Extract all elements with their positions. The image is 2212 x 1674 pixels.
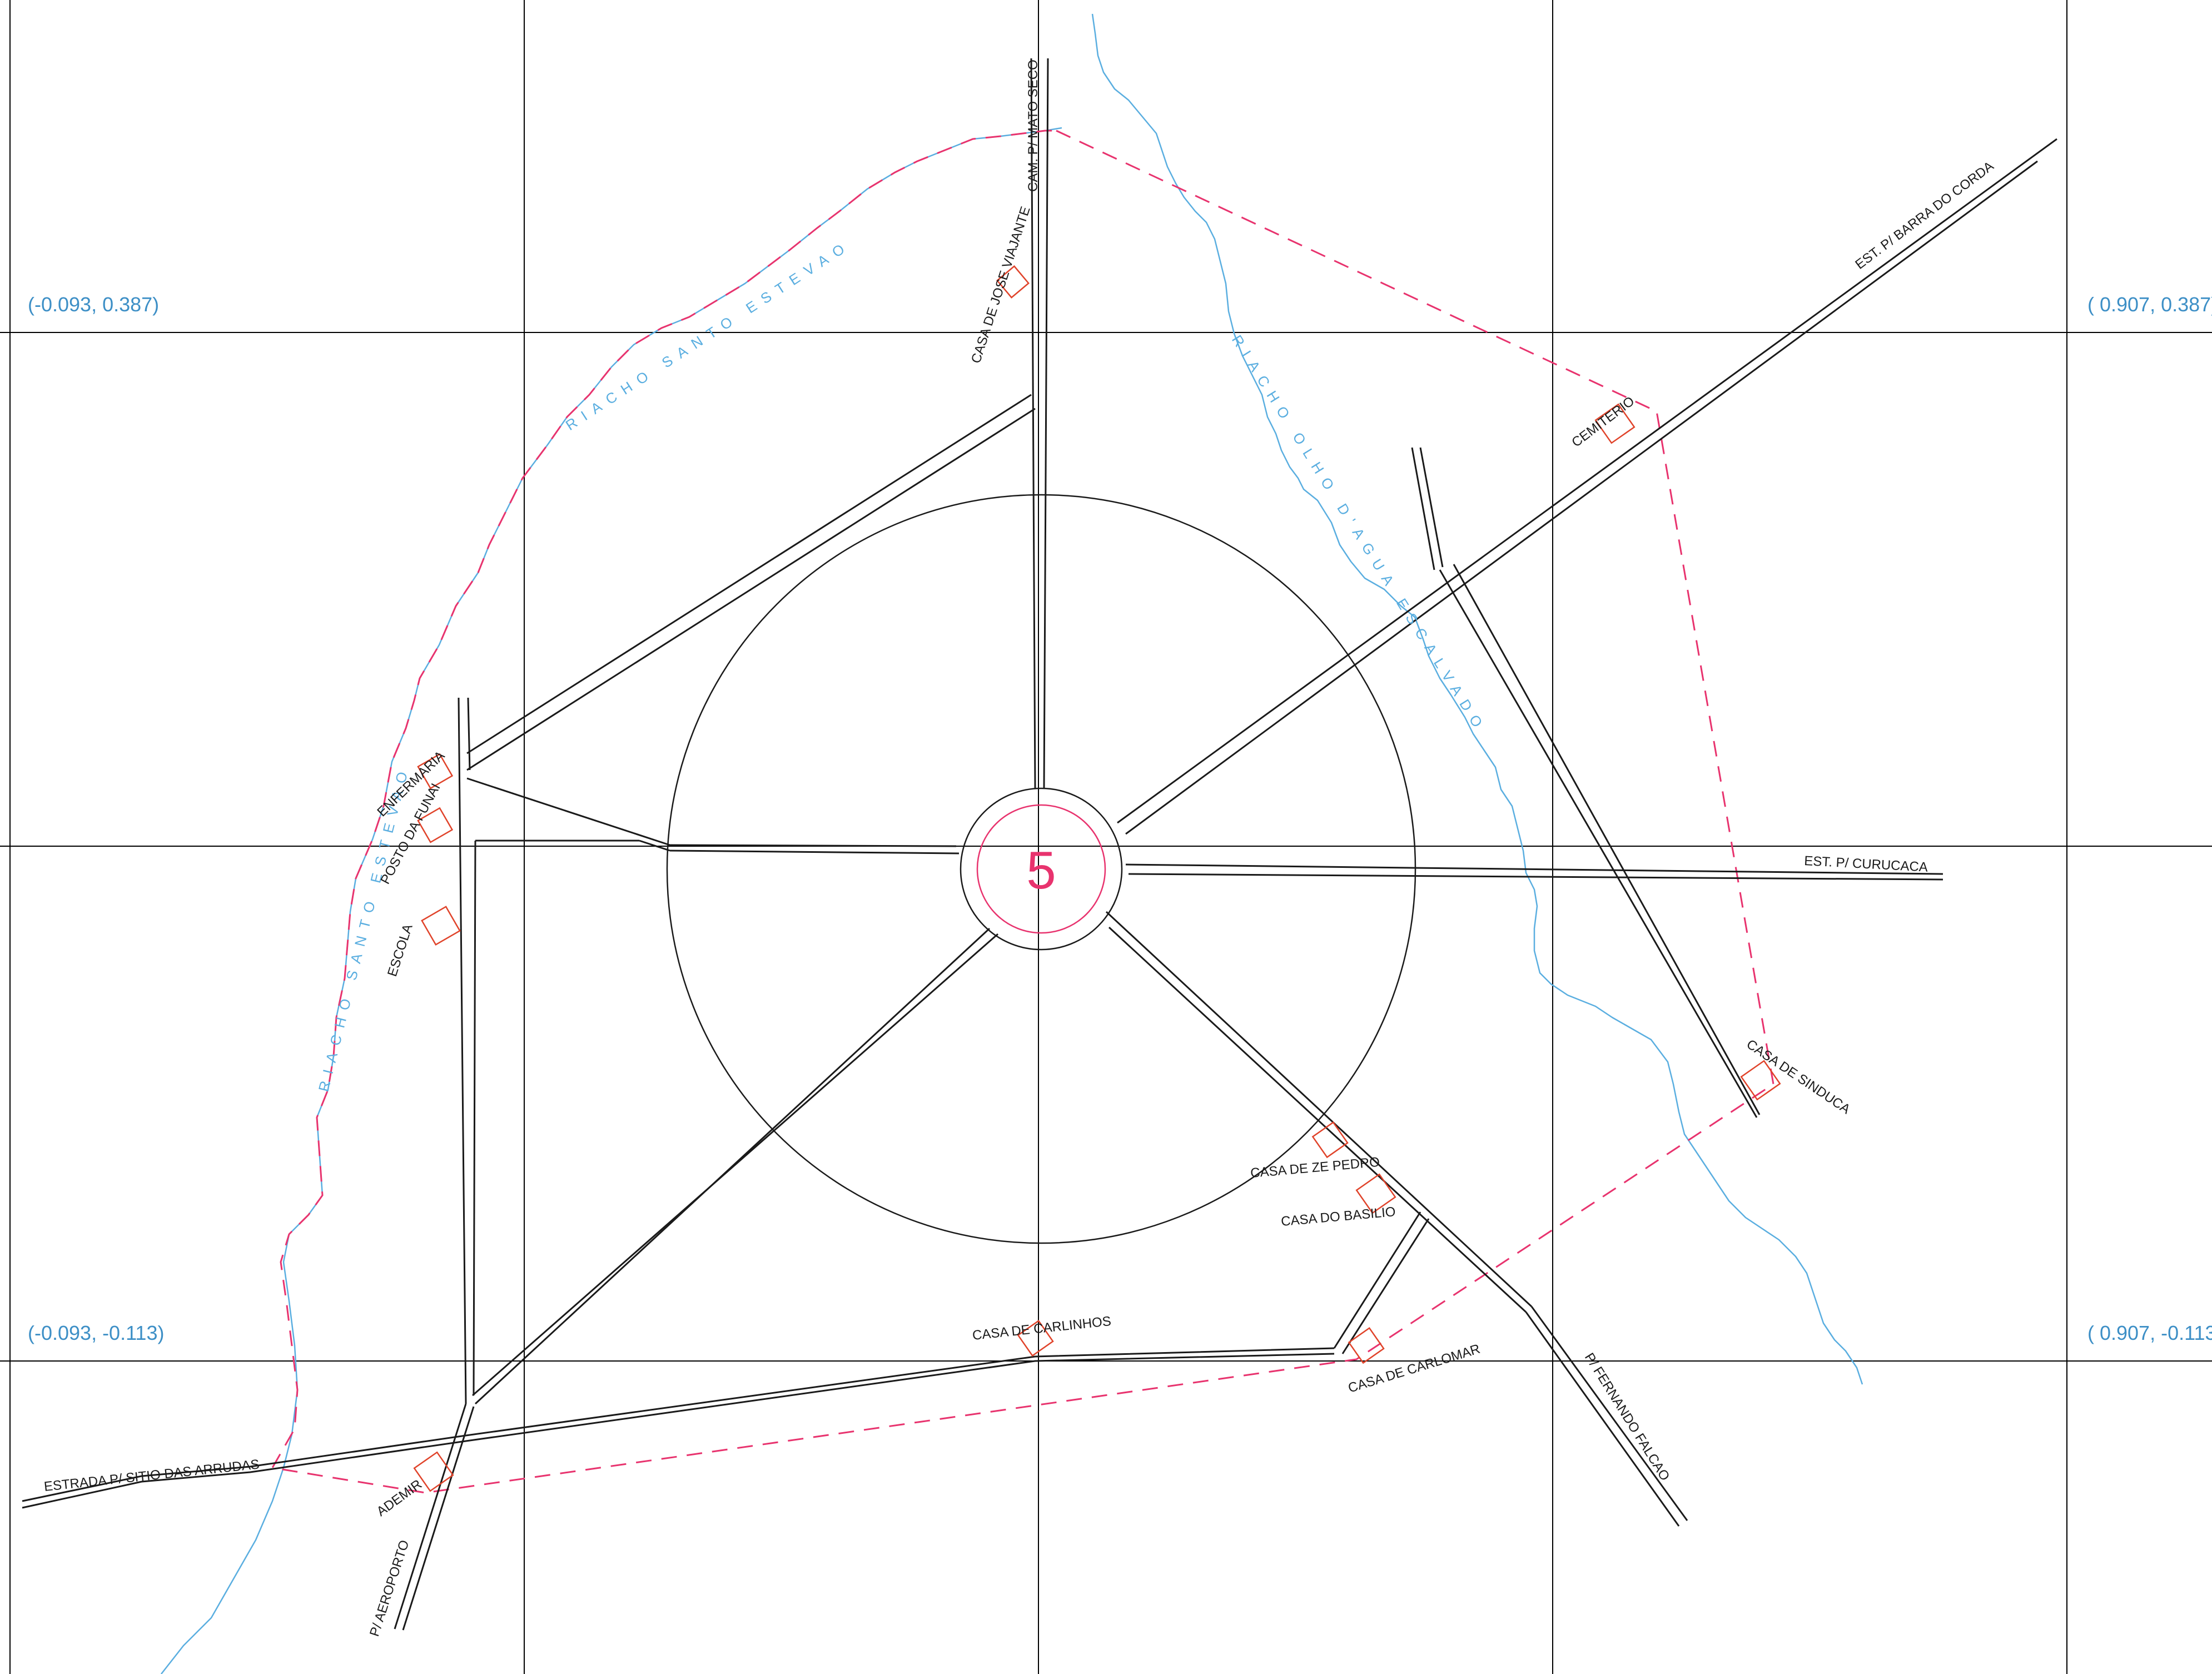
label-cemiterio: CEMITERIO (1569, 394, 1637, 450)
house-escola (421, 906, 461, 946)
river-labels: RIACHO SANTO ESTEVAO RIACHO SANTO ESTEVA… (315, 236, 1490, 1093)
road-mato-seco (1043, 58, 1049, 789)
road-mato-seco (1030, 58, 1036, 789)
road-fernando-falcao (1530, 1306, 1688, 1521)
village-number: 5 (1026, 841, 1056, 900)
rivers (161, 13, 1863, 1674)
outer-village-circle (666, 494, 1416, 1244)
label-enfermaria: ENFERMARIA (374, 748, 448, 820)
road-aeroporto (402, 1406, 475, 1631)
house-jose-viajante (996, 265, 1030, 299)
road-west (669, 850, 960, 855)
road-west-vertical (473, 840, 476, 1396)
house-carlomar (1348, 1327, 1385, 1364)
roads (22, 58, 2057, 1631)
label-mato-seco: CAM. P/ MATO SECO (1026, 59, 1041, 192)
label-barra-do-corda: EST. P/ BARRA DO CORDA (1852, 158, 1996, 272)
road-basilio-branch (1341, 1218, 1430, 1354)
label-riacho-santo-estevao-lower: RIACHO SANTO ESTEVAO (315, 763, 413, 1094)
road-aeroporto (394, 1403, 467, 1630)
label-escola: ESCOLA (385, 922, 416, 978)
road-northwest (466, 394, 1032, 754)
label-sitio-das-arrudas: ESTRADA P/ SITIO DAS ARRUDAS (43, 1457, 260, 1494)
house-posto-funai (417, 807, 454, 843)
boundary-line (271, 130, 1774, 1494)
house-enfermaria (417, 753, 454, 789)
road-labels: CAM. P/ MATO SECO EST. P/ BARRA DO CORDA… (43, 59, 1997, 1638)
house-sinduca (1740, 1060, 1781, 1101)
label-riacho-olho-dagua: RIACHO OLHO D'AGUA ESCALVADO (1229, 332, 1490, 737)
road-southwest (472, 933, 998, 1397)
road-fernando-falcao (1105, 911, 1533, 1308)
house-ademir (413, 1451, 454, 1492)
house-carlinhos (1017, 1320, 1054, 1357)
road-curucaca (1128, 873, 1943, 881)
road-west-vertical (458, 697, 467, 1404)
road-basilio-branch (1333, 1211, 1421, 1349)
label-riacho-santo-estevao-upper: RIACHO SANTO ESTEVAO (563, 236, 854, 434)
label-carlinhos: CASA DE CARLINHOS (972, 1314, 1112, 1343)
road-west (639, 840, 670, 852)
road-barra-do-corda (1125, 160, 2038, 835)
center-marker-circle (976, 804, 1106, 934)
label-jose-viajante: CASA DE JOSE VIAJANTE (968, 205, 1033, 365)
road-sitio-das-arrudas (22, 1347, 1335, 1502)
road-sitio-das-arrudas (22, 1353, 1335, 1509)
road-west-vertical (467, 697, 471, 771)
label-sinduca: CASA DE SINDUCA (1744, 1037, 1853, 1117)
road-southwest (474, 927, 991, 1405)
river-olho-dagua-escalvado (1091, 13, 1863, 1385)
village-boundary (271, 130, 1774, 1494)
label-curucaca: EST. P/ CURUCACA (1804, 853, 1928, 875)
road-northeast-branch (1419, 447, 1444, 568)
river-santo-estevao (161, 127, 1062, 1674)
road-barra-do-corda (1117, 138, 2057, 824)
house-ze-pedro (1311, 1121, 1349, 1159)
coordinate-bottom-left: (-0.093, -0.113) (28, 1322, 164, 1344)
house-basilio (1355, 1173, 1396, 1214)
coordinate-labels: (-0.093, 0.387) ( 0.907, 0.387) (-0.093,… (28, 293, 2212, 1344)
road-fernando-falcao (1108, 926, 1527, 1313)
house-cemiterio (1594, 403, 1636, 444)
road-fernando-falcao (1525, 1312, 1680, 1527)
label-ademir: ADEMIR (374, 1477, 425, 1519)
road-west (466, 777, 670, 846)
label-fernando-falcao: P/ FERNANDO FALCAO (1582, 1350, 1673, 1483)
road-curucaca (1125, 863, 1943, 875)
buildings (413, 265, 1781, 1492)
coordinate-bottom-right: ( 0.907, -0.113) (2087, 1322, 2212, 1344)
village-plaza: 5 (666, 494, 1416, 1244)
coordinate-top-right: ( 0.907, 0.387) (2087, 293, 2212, 316)
road-northeast-branch (1411, 447, 1435, 570)
label-carlomar: CASA DE CARLOMAR (1346, 1342, 1482, 1396)
coordinate-top-left: (-0.093, 0.387) (28, 293, 159, 316)
road-sinduca (1453, 564, 1761, 1115)
road-northwest (466, 408, 1036, 771)
road-sinduca (1439, 569, 1758, 1118)
label-basilio: CASA DO BASILIO (1280, 1204, 1396, 1229)
inner-plaza-circle (960, 787, 1123, 951)
label-ze-pedro: CASA DE ZE PEDRO (1250, 1155, 1380, 1181)
road-west (669, 844, 957, 847)
